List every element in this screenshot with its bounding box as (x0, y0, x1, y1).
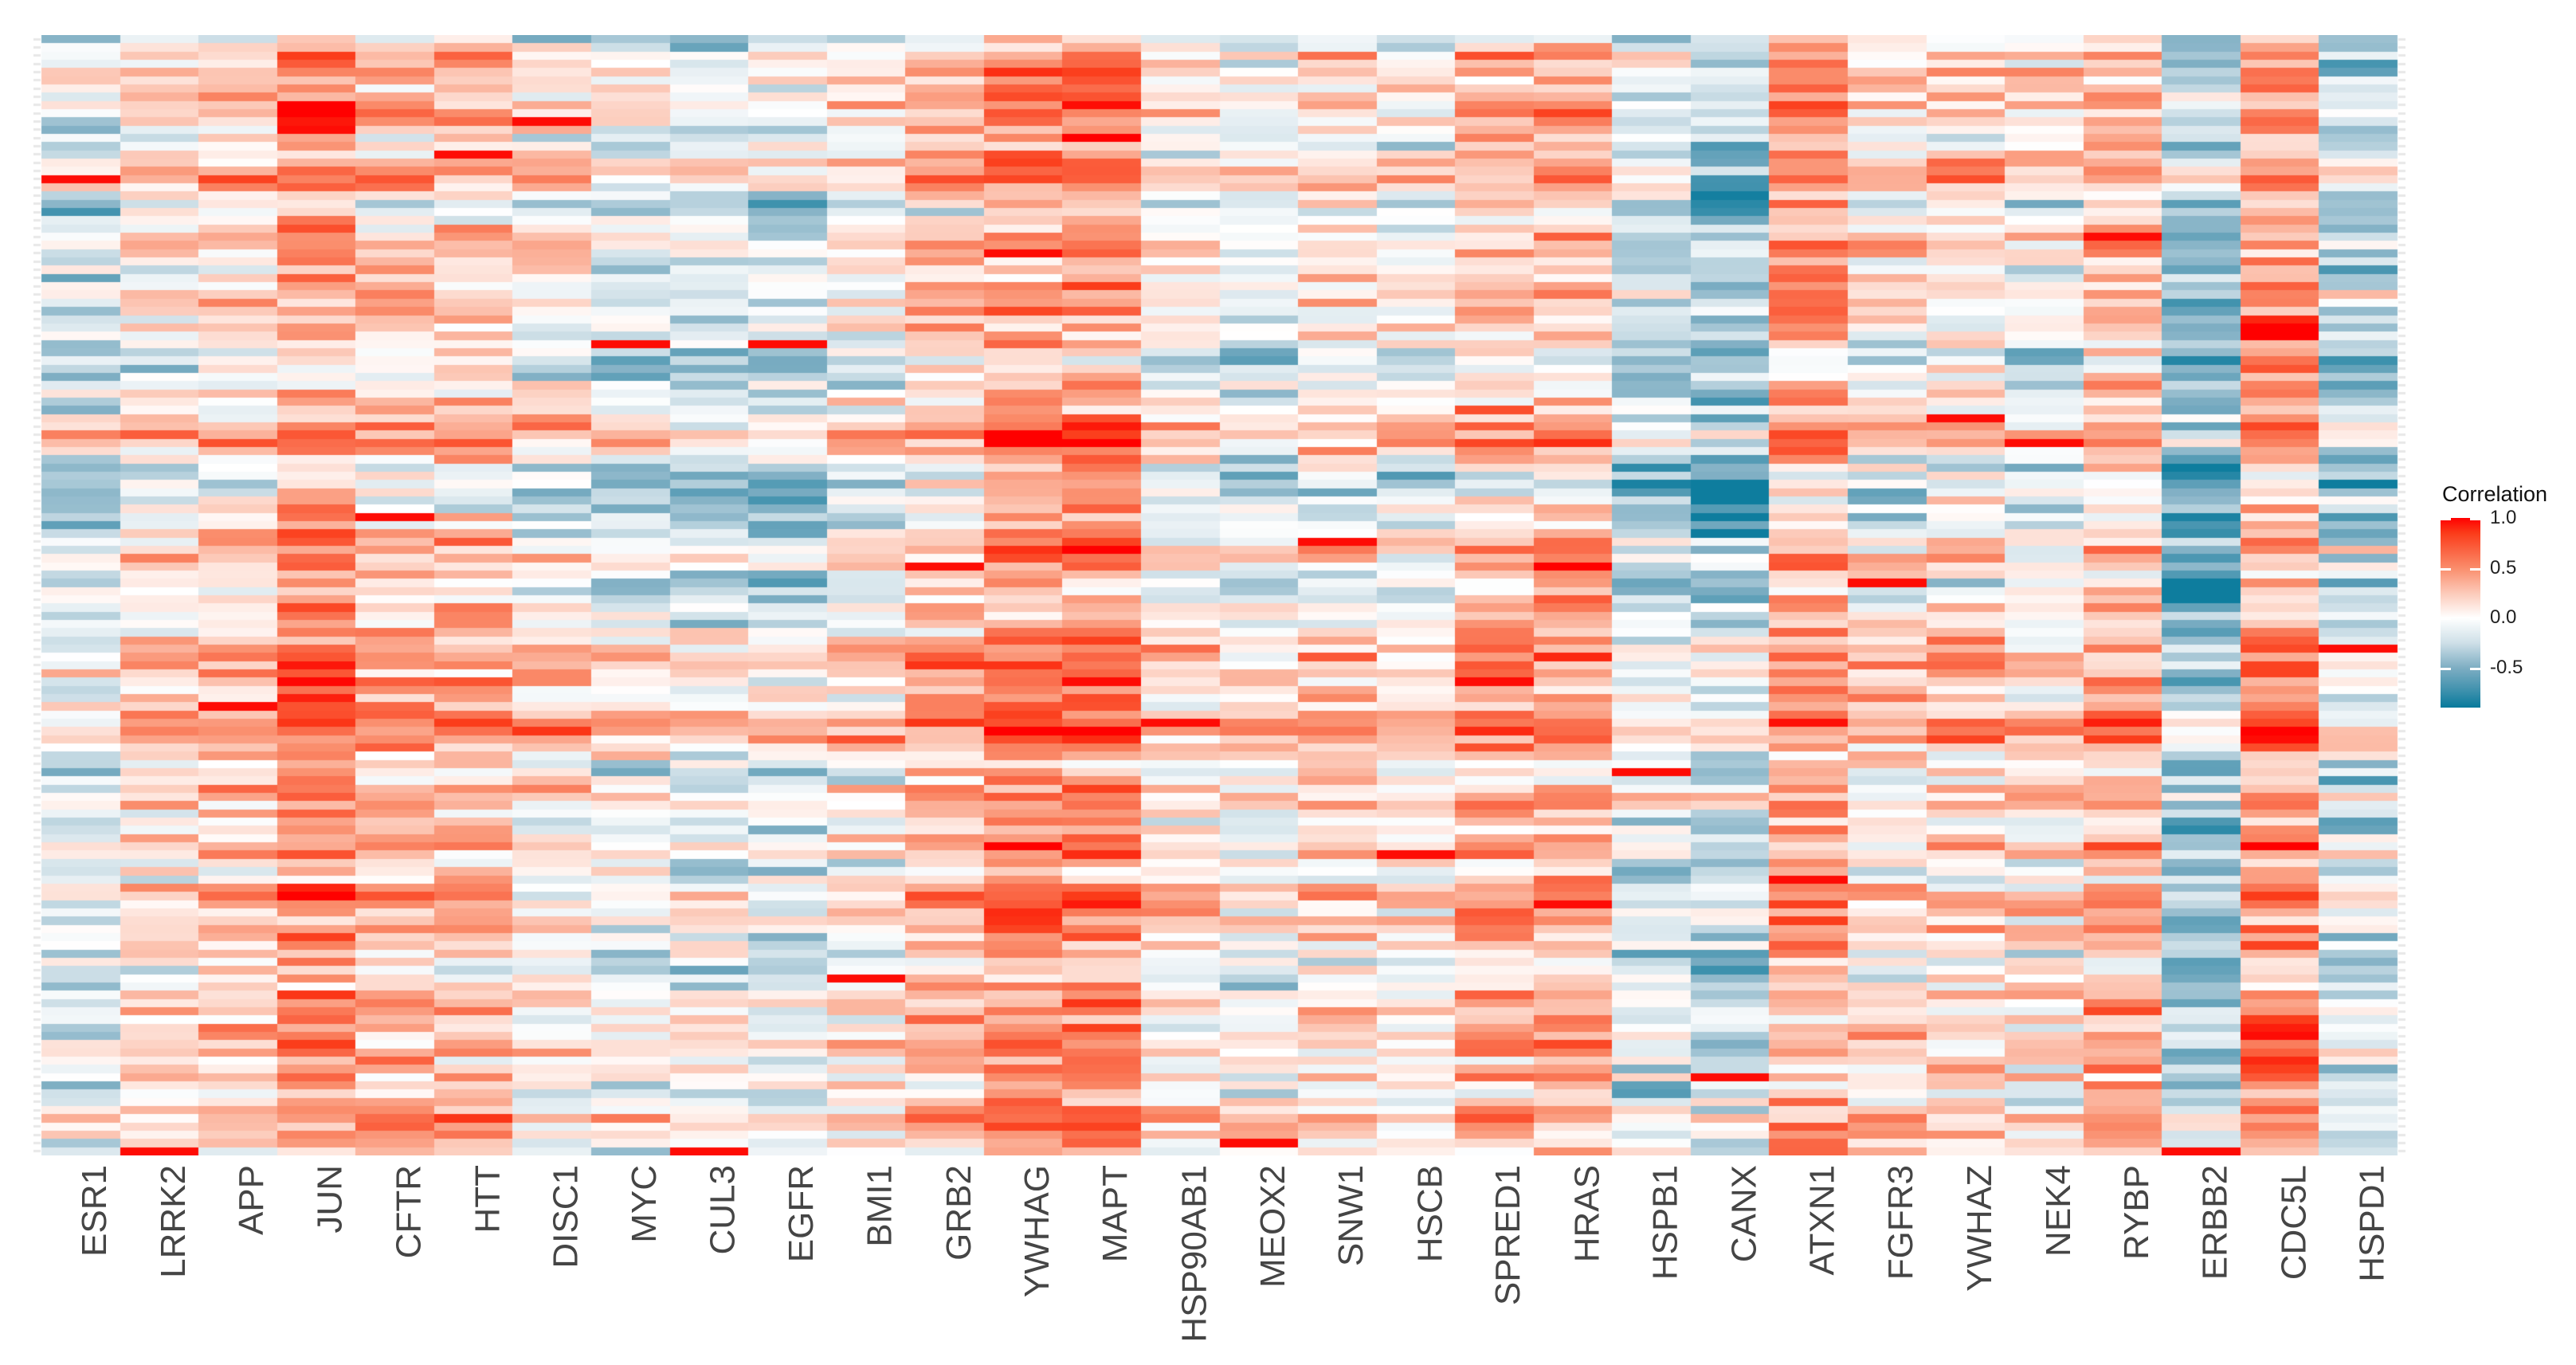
legend-tick (2441, 618, 2451, 621)
legend-tick (2441, 667, 2451, 670)
legend-tick (2470, 518, 2480, 520)
x-axis-label: DISC1 (546, 1165, 586, 1269)
legend-title: Correlation (2442, 482, 2548, 506)
legend-tick (2470, 667, 2480, 670)
legend-tick (2441, 518, 2451, 520)
legend-tick (2470, 567, 2480, 571)
x-axis-label: HSCB (1410, 1165, 1449, 1263)
x-axis-label: ESR1 (75, 1165, 115, 1257)
legend-tick-label: 1.0 (2490, 507, 2517, 528)
x-axis-label: APP (232, 1165, 272, 1236)
x-axis-label: EGFR (782, 1165, 821, 1263)
x-axis-label: MYC (625, 1165, 665, 1243)
legend-tick-label: 0.0 (2490, 606, 2517, 629)
x-axis-label: MAPT (1096, 1165, 1135, 1263)
legend-tick-label: 0.5 (2490, 556, 2517, 579)
x-axis-label: JUN (310, 1165, 350, 1234)
x-axis-label: RYBP (2117, 1165, 2157, 1261)
heatmap-canvas (33, 35, 2405, 1155)
x-axis-label: YWHAZ (1959, 1165, 1999, 1292)
x-axis-label: LRRK2 (153, 1165, 193, 1278)
x-axis-label: BMI1 (860, 1165, 900, 1247)
legend-tick (2470, 618, 2480, 621)
x-axis-label: YWHAG (1017, 1165, 1057, 1298)
x-axis-label: HTT (468, 1165, 508, 1234)
x-axis-label: ERBB2 (2195, 1165, 2235, 1281)
legend-tick (2441, 567, 2451, 571)
x-axis-label: FGFR3 (1881, 1165, 1921, 1281)
x-axis-label: HSP90AB1 (1174, 1165, 1214, 1343)
x-axis-label: CDC5L (2274, 1165, 2314, 1281)
x-axis-label: MEOX2 (1253, 1165, 1292, 1289)
legend-tick-label: -0.5 (2490, 656, 2523, 678)
x-axis-label: SPRED1 (1488, 1165, 1528, 1306)
x-axis-label: ATXN1 (1802, 1165, 1842, 1276)
x-axis-label: NEK4 (2038, 1165, 2078, 1257)
x-axis-label: CANX (1724, 1165, 1764, 1263)
x-axis-label: SNW1 (1331, 1165, 1371, 1267)
x-axis-label: GRB2 (939, 1165, 978, 1261)
x-axis-label: HRAS (1567, 1165, 1607, 1263)
x-axis-label: CUL3 (703, 1165, 743, 1255)
x-axis-label: CFTR (389, 1165, 429, 1259)
legend-colorbar (2441, 518, 2480, 708)
x-axis-label: HSPD1 (2352, 1165, 2392, 1282)
x-axis-label: HSPB1 (1645, 1165, 1685, 1281)
